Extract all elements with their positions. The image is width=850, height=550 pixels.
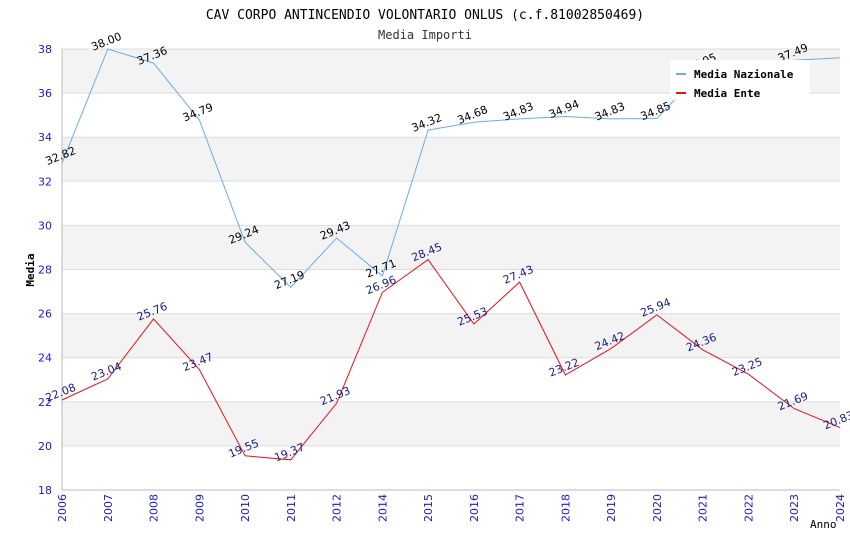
y-tick-label: 32 <box>38 175 52 188</box>
x-tick-label: 2011 <box>285 494 298 522</box>
y-tick-label: 34 <box>38 131 52 144</box>
grid-band <box>62 313 840 358</box>
y-tick-label: 26 <box>38 308 52 321</box>
data-label: 23.22 <box>547 356 581 380</box>
y-tick-label: 24 <box>38 352 52 365</box>
y-tick-label: 18 <box>38 484 52 497</box>
x-tick-label: 2017 <box>514 494 527 522</box>
y-tick-label: 38 <box>38 43 52 56</box>
legend-entry: Media Ente <box>694 87 761 100</box>
x-tick-label: 2006 <box>56 494 69 522</box>
data-label: 34.32 <box>410 111 444 135</box>
x-tick-label: 2010 <box>239 494 252 522</box>
y-tick-label: 36 <box>38 87 52 100</box>
data-label: 34.68 <box>456 103 490 127</box>
axes <box>61 49 840 491</box>
x-tick-label: 2019 <box>605 494 618 522</box>
background-bands <box>62 49 840 446</box>
x-tick-label: 2021 <box>697 494 710 522</box>
x-tick-label: 2016 <box>468 494 481 522</box>
y-tick-label: 30 <box>38 219 52 232</box>
chart-title: CAV CORPO ANTINCENDIO VOLONTARIO ONLUS (… <box>206 8 644 23</box>
x-tick-label: 2008 <box>148 494 161 522</box>
legend-box <box>670 60 810 100</box>
x-tick-label: 2018 <box>559 494 572 522</box>
data-label: 23.25 <box>730 355 764 379</box>
data-label: 22.08 <box>44 381 78 405</box>
x-tick-label: 2022 <box>742 494 755 522</box>
x-tick-label: 2012 <box>331 494 344 522</box>
x-tick-label: 2015 <box>422 494 435 522</box>
x-axis-label: Anno <box>810 518 837 531</box>
chart-subtitle: Media Importi <box>378 28 472 42</box>
x-tick-label: 2009 <box>193 494 206 522</box>
x-tick-label: 2020 <box>651 494 664 522</box>
data-label: 34.94 <box>547 97 581 121</box>
grid-band <box>62 225 840 270</box>
y-tick-labels: 18 20 22 24 26 28 30 32 34 36 38 <box>38 43 52 497</box>
series-line-media-ente <box>61 258 841 461</box>
y-tick-label: 28 <box>38 264 52 277</box>
data-label: 34.83 <box>593 100 627 124</box>
x-tick-label: 2023 <box>788 494 801 522</box>
data-label: 34.85 <box>639 99 673 123</box>
y-tick-label: 22 <box>38 396 52 409</box>
legend: Media Nazionale Media Ente <box>670 60 810 100</box>
x-tick-labels: 2006 2007 2008 2009 2010 2011 2012 2014 2015 2016… <box>56 494 847 522</box>
x-tick-label: 2014 <box>376 494 389 522</box>
data-label: 34.83 <box>501 100 535 124</box>
grid-band <box>62 401 840 446</box>
data-label: 27.19 <box>272 268 306 292</box>
grid-band <box>62 137 840 182</box>
legend-entry: Media Nazionale <box>694 68 794 81</box>
y-tick-label: 20 <box>38 440 52 453</box>
y-axis-label: Media <box>24 253 37 286</box>
x-tick-label: 2007 <box>102 494 115 522</box>
x-tick-label: 2024 <box>834 494 847 522</box>
